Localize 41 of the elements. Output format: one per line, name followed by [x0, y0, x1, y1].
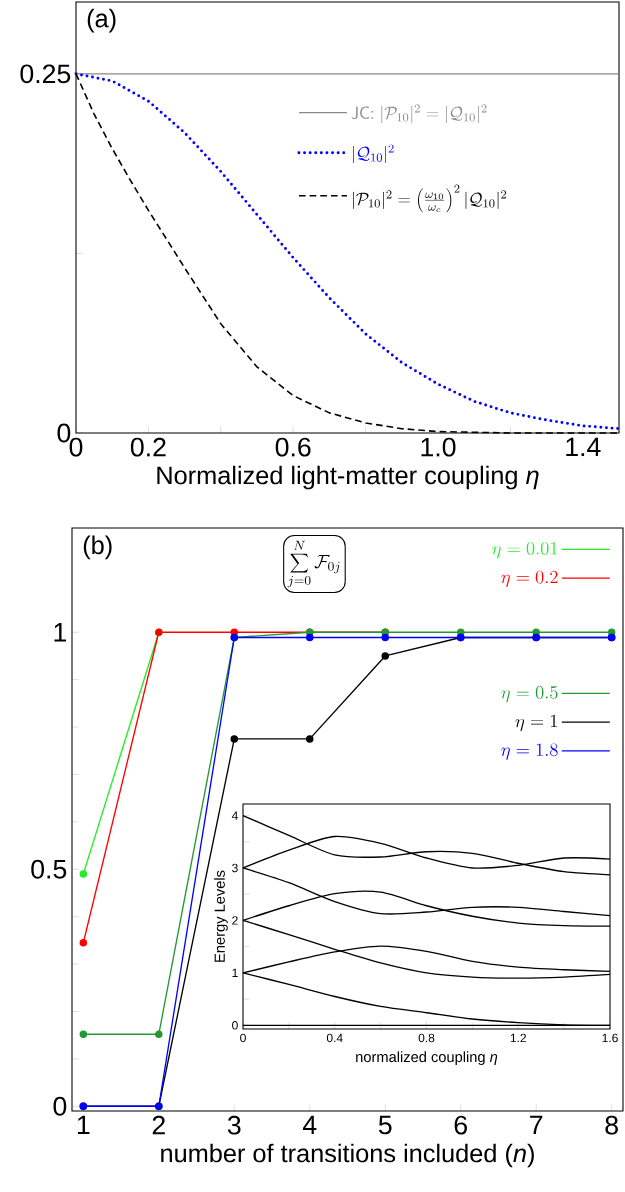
legend-label: $|\mathcal{Q}_{10}|^2$	[353, 144, 394, 164]
y-tick-label: 0.5	[31, 859, 67, 879]
y-tick-label: 3	[232, 863, 238, 873]
legend-label: $\eta=1.8$	[501, 743, 558, 760]
x-tick-label: 6	[454, 1115, 467, 1135]
x-axis-title: Normalized light-matter coupling η	[157, 465, 539, 490]
x-tick-label: 0.8	[418, 1033, 435, 1043]
y-tick-label: 0	[57, 423, 71, 443]
x-tick-label: 2	[152, 1115, 165, 1135]
x-tick-label: 1.0	[421, 437, 456, 457]
y-tick-label: 2	[232, 916, 238, 925]
y-tick-label: 0	[53, 1096, 67, 1116]
legend-label: $\eta=0.5$	[501, 686, 558, 703]
y-tick-label: 1	[232, 968, 238, 978]
legend-label: $\eta=0.01$	[492, 541, 557, 559]
legend-label: $\textsf{JC:}\;|\mathcal{P}_{10}|^2=|\mathcal{Q}_{10}|^2$	[351, 104, 487, 124]
x-tick-label: 0.6	[275, 437, 311, 457]
x-tick-label: 1.2	[510, 1033, 526, 1043]
y-tick-label: 1	[54, 623, 66, 642]
x-tick-label: 0.2	[130, 437, 166, 457]
annotation: (a)	[87, 8, 116, 33]
x-tick-label: 1	[77, 1115, 90, 1135]
y-axis-title: Energy Levels	[214, 870, 228, 962]
x-axis-title: number of transitions included (n)	[161, 1143, 534, 1168]
x-tick-label: 0	[240, 1033, 246, 1043]
x-axis-title: normalized coupling η	[356, 1051, 498, 1066]
legend-label: $\eta=0.2$	[501, 570, 558, 588]
legend-label: $\eta=1$	[515, 714, 557, 732]
x-tick-label: 1.4	[566, 437, 601, 457]
x-tick-label: 8	[605, 1115, 618, 1135]
x-tick-label: 4	[302, 1115, 317, 1135]
x-tick-label: 7	[530, 1115, 543, 1135]
x-tick-label: 0.4	[326, 1033, 343, 1043]
y-tick-label: 4	[231, 811, 238, 820]
x-tick-label: 5	[378, 1115, 392, 1135]
legend-label: $|\mathcal{P}_{10}|^2=\left(\frac{\omega_{10}}{\omega_c}\right)^2|\mathcal{Q}_{10}|^2$	[353, 184, 507, 213]
y-tick-label: 0	[232, 1021, 238, 1030]
annotation: (b)	[83, 535, 112, 560]
x-tick-label: 1.6	[602, 1033, 618, 1043]
annotation: $\sum_{j=0}^{N}\mathcal{F}_{0j}$	[287, 540, 340, 588]
y-tick-label: 0.25	[20, 64, 71, 84]
